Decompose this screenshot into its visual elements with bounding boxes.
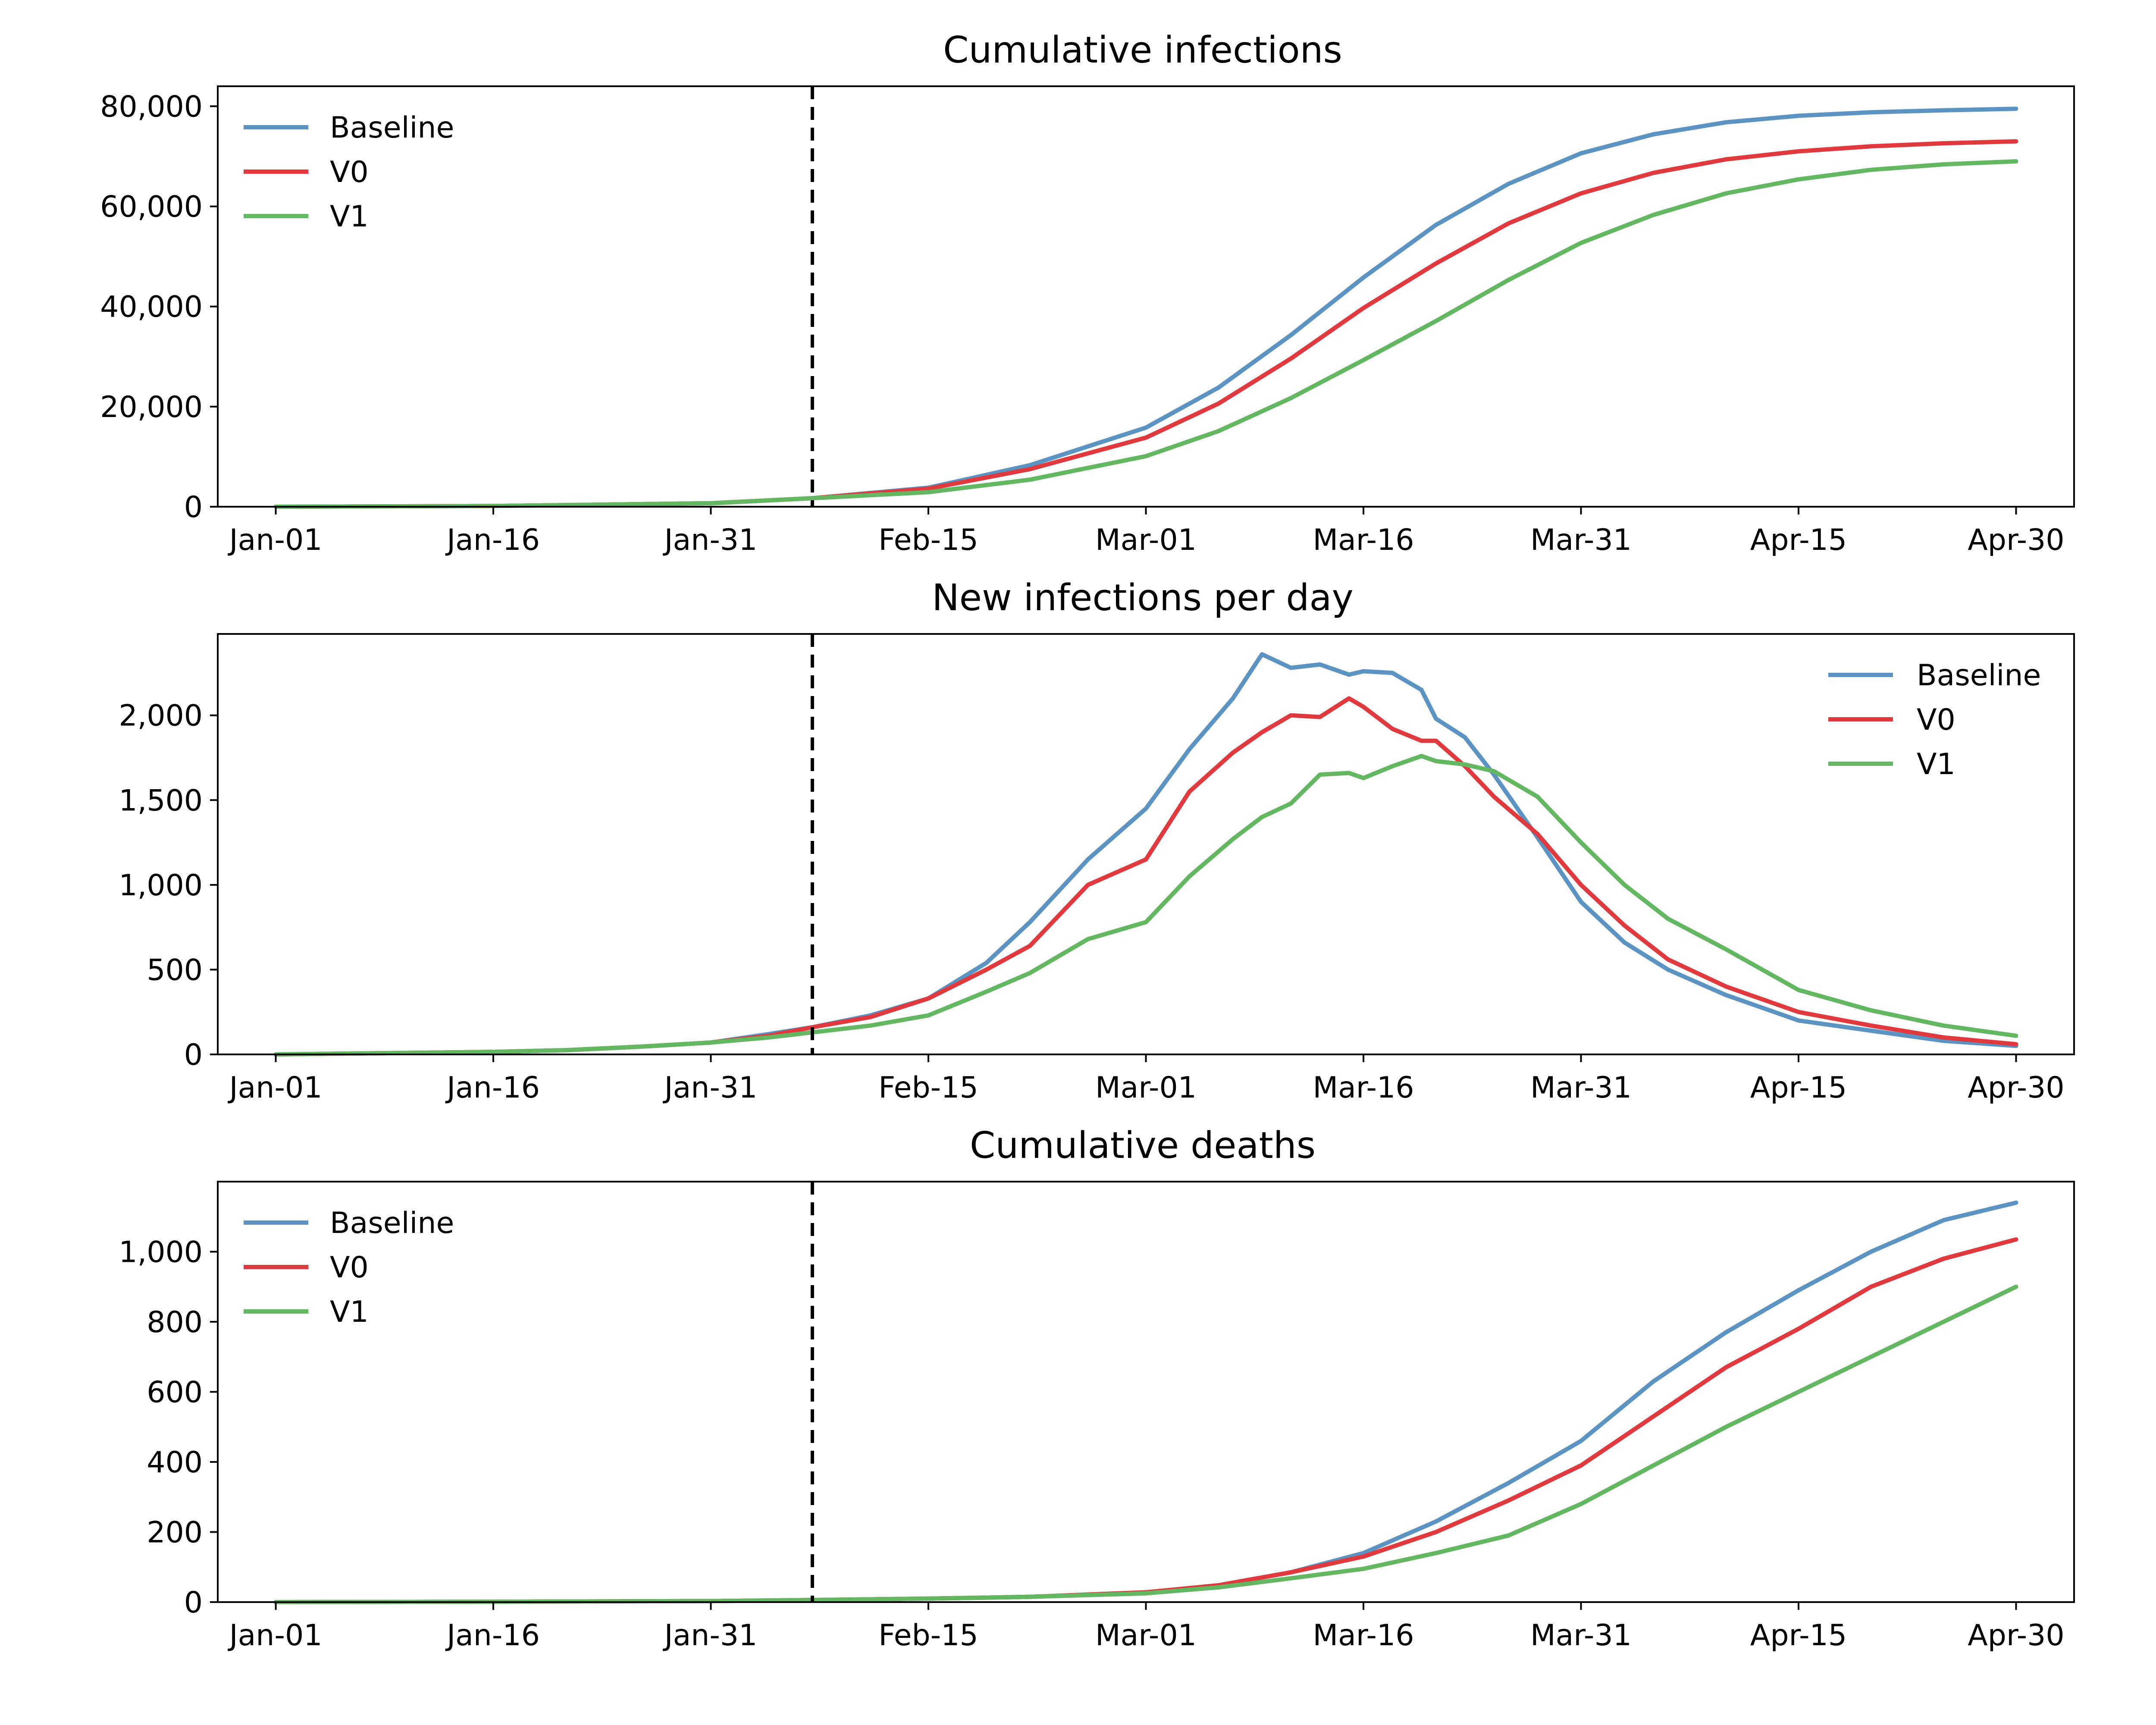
y-tick-label: 400 — [147, 1446, 203, 1480]
series-line-v0 — [273, 696, 2018, 1057]
legend-label-v0: V0 — [1917, 703, 1955, 737]
y-tick-label: 800 — [147, 1305, 203, 1339]
y-tick-label: 20,000 — [100, 390, 203, 424]
legend-label-v1: V1 — [1917, 747, 1955, 781]
legend-label-v0: V0 — [330, 1251, 369, 1285]
x-tick-label: Feb-15 — [878, 1618, 978, 1653]
x-tick-label: Mar-01 — [1095, 1618, 1197, 1653]
x-tick-label: Mar-16 — [1313, 1071, 1414, 1105]
chart-title: Cumulative deaths — [970, 1124, 1316, 1167]
x-tick-label: Mar-16 — [1313, 523, 1414, 557]
x-tick-label: Jan-31 — [663, 1071, 758, 1105]
legend-label-baseline: Baseline — [330, 1206, 454, 1240]
cumulative-infections-chart: Cumulative infections Jan-01 Jan-16 Jan-31… — [100, 29, 2075, 557]
legend-label-v1: V1 — [330, 1295, 369, 1329]
y-tick-label: 1,500 — [119, 784, 203, 818]
y-tick-label: 40,000 — [100, 290, 203, 324]
x-tick-label: Mar-01 — [1095, 523, 1197, 557]
plot-frame — [217, 85, 2075, 508]
series-line-v1 — [273, 1284, 2018, 1604]
x-tick-label: Jan-16 — [445, 1071, 540, 1105]
x-tick-label: Mar-31 — [1530, 1618, 1632, 1653]
x-tick-label: Mar-31 — [1530, 523, 1632, 557]
legend-label-v0: V0 — [330, 155, 369, 189]
y-tick-label: 600 — [147, 1376, 203, 1410]
y-tick-label: 500 — [147, 953, 203, 987]
x-tick-label: Apr-30 — [1968, 1618, 2064, 1653]
x-tick-label: Jan-01 — [228, 1618, 323, 1653]
y-tick-label: 1,000 — [119, 1236, 203, 1270]
y-tick-label: 2,000 — [119, 699, 203, 733]
y-tick-label: 80,000 — [100, 90, 203, 124]
x-tick-label: Apr-30 — [1968, 1071, 2064, 1105]
x-tick-label: Apr-30 — [1968, 523, 2064, 557]
y-tick-label: 1,000 — [119, 869, 203, 903]
legend-label-baseline: Baseline — [1917, 659, 2041, 693]
x-tick-label: Jan-31 — [663, 523, 758, 557]
x-tick-label: Mar-31 — [1530, 1071, 1632, 1105]
x-tick-label: Jan-16 — [445, 1618, 540, 1653]
x-tick-label: Feb-15 — [878, 523, 978, 557]
chart-title: New infections per day — [932, 577, 1354, 619]
y-tick-label: 60,000 — [100, 190, 203, 224]
x-tick-label: Mar-01 — [1095, 1071, 1197, 1105]
x-tick-label: Jan-16 — [445, 523, 540, 557]
x-tick-label: Apr-15 — [1750, 1071, 1847, 1105]
series-line-baseline — [273, 1200, 2018, 1604]
y-tick-label: 0 — [184, 1038, 203, 1072]
series-line-v1 — [273, 754, 2018, 1057]
x-tick-label: Mar-16 — [1313, 1618, 1414, 1653]
x-tick-label: Jan-01 — [228, 523, 323, 557]
legend-label-baseline: Baseline — [330, 111, 454, 145]
legend-label-v1: V1 — [330, 200, 369, 234]
series-line-v1 — [273, 159, 2018, 509]
x-tick-label: Feb-15 — [878, 1071, 978, 1105]
x-tick-label: Jan-01 — [228, 1071, 323, 1105]
x-tick-label: Jan-31 — [663, 1618, 758, 1653]
x-tick-label: Apr-15 — [1750, 1618, 1847, 1653]
y-tick-label: 0 — [184, 490, 203, 524]
series-line-v0 — [273, 139, 2018, 509]
y-tick-label: 200 — [147, 1516, 203, 1550]
series-line-baseline — [273, 107, 2018, 509]
series-line-v0 — [273, 1237, 2018, 1604]
new-infections-chart: New infections per day Jan-01 Jan-16 Jan-3… — [119, 577, 2075, 1105]
plot-frame — [217, 633, 2075, 1055]
y-tick-label: 0 — [184, 1586, 203, 1620]
series-line-baseline — [273, 652, 2018, 1057]
chart-title: Cumulative infections — [943, 29, 1342, 72]
cumulative-deaths-chart: Cumulative deaths Jan-01 Jan-16 Jan-31 Feb-… — [119, 1124, 2075, 1653]
x-tick-label: Apr-15 — [1750, 523, 1847, 557]
